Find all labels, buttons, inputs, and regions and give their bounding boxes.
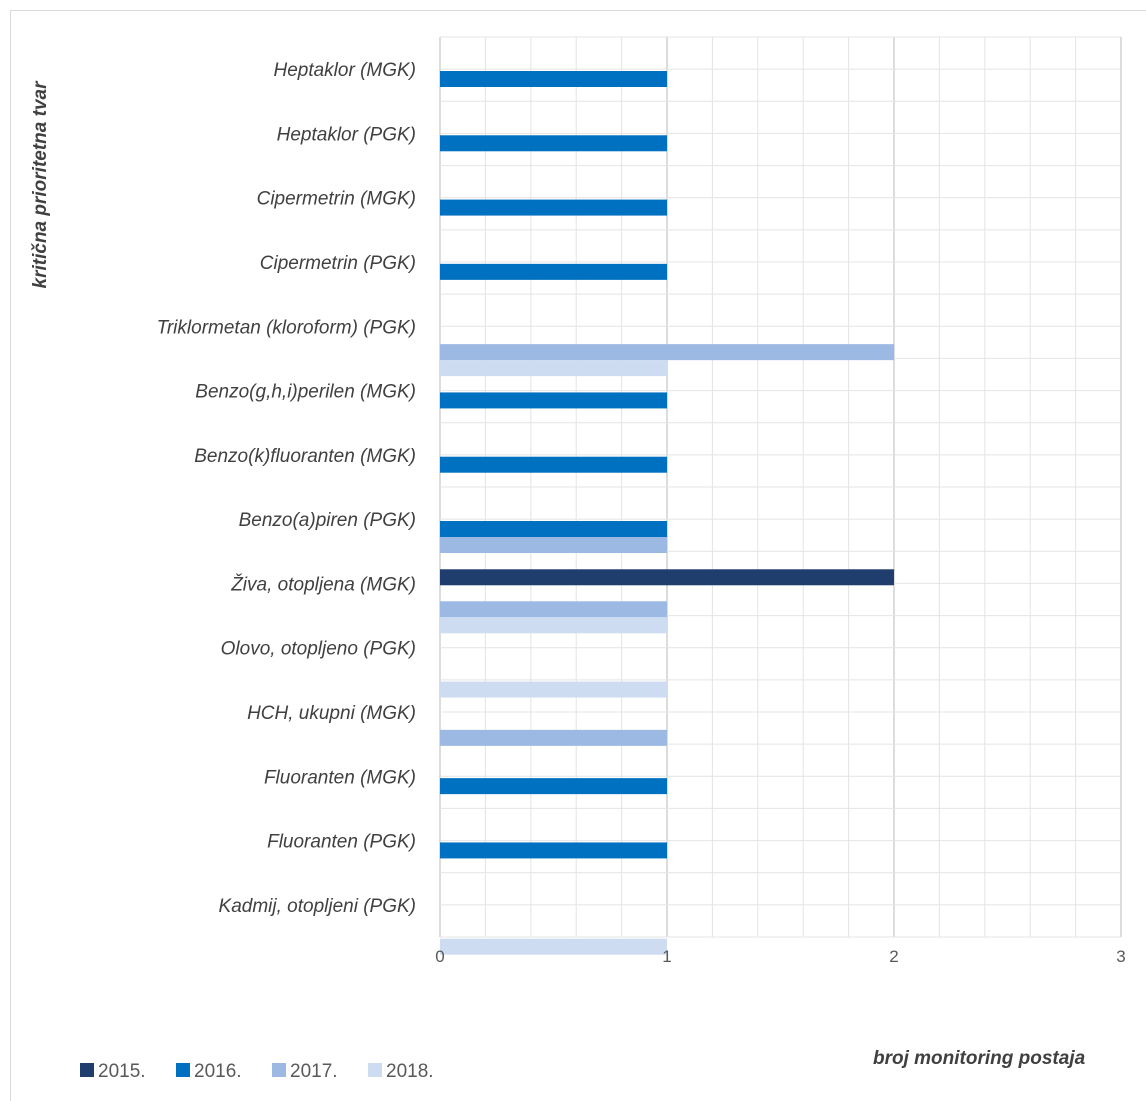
- legend-swatch: [80, 1063, 94, 1077]
- bar-2017-10: [440, 729, 667, 746]
- bar-2016-1: [440, 135, 667, 152]
- legend-label: 2015.: [98, 1061, 146, 1082]
- legend-swatch: [368, 1063, 382, 1077]
- category-labels: Heptaklor (MGK) Heptaklor (PGK) Cipermetri…: [157, 60, 416, 917]
- category-label: Fluoranten (PGK): [267, 832, 416, 853]
- bar-2016-2: [440, 199, 667, 216]
- x-axis-title: broj monitoring postaja: [873, 1048, 1086, 1069]
- category-label: Fluoranten (MGK): [264, 767, 416, 788]
- category-label: Cipermetrin (MGK): [257, 189, 416, 210]
- chart-area: [10, 10, 1146, 1101]
- legend: 2015. 2016. 2017. 2018.: [80, 1061, 434, 1082]
- category-label: Živa, otopljena (MGK): [230, 573, 416, 595]
- bar-2016-0: [440, 71, 667, 87]
- bar-2018-4: [440, 360, 667, 377]
- bar-2017-4: [440, 344, 894, 361]
- bar-2016-11: [440, 778, 667, 795]
- category-label: HCH, ukupni (MGK): [247, 703, 416, 724]
- bar-2016-7: [440, 521, 667, 537]
- bar-2015-8: [440, 569, 894, 586]
- bar-2017-7: [440, 537, 667, 553]
- bar-2016-6: [440, 456, 667, 473]
- legend-label: 2016.: [194, 1061, 242, 1082]
- x-tick-label: 3: [1116, 947, 1125, 966]
- x-tick-label: 0: [435, 947, 444, 966]
- legend-label: 2018.: [386, 1061, 434, 1082]
- category-label: Triklormetan (kloroform) (PGK): [157, 317, 416, 338]
- category-label: Benzo(g,h,i)perilen (MGK): [195, 382, 416, 403]
- category-label: Heptaklor (PGK): [277, 124, 416, 145]
- bars: [440, 71, 894, 955]
- bar-2016-3: [440, 263, 667, 280]
- x-tick-labels: 0 1 2 3: [435, 947, 1125, 966]
- bar-2018-9: [440, 681, 667, 698]
- gridlines: [439, 36, 1122, 938]
- x-tick-label: 2: [889, 947, 898, 966]
- category-label: Heptaklor (MGK): [273, 60, 416, 81]
- bar-2018-8: [440, 617, 667, 634]
- legend-swatch: [176, 1063, 190, 1077]
- bar-2018-13: [440, 938, 667, 955]
- legend-swatch: [272, 1063, 286, 1077]
- bar-2016-12: [440, 842, 667, 859]
- category-label: Benzo(k)fluoranten (MGK): [194, 446, 416, 467]
- category-label: Cipermetrin (PGK): [260, 253, 416, 274]
- x-tick-label: 1: [662, 947, 671, 966]
- bar-2016-5: [440, 392, 667, 409]
- category-label: Kadmij, otopljeni (PGK): [219, 896, 416, 917]
- bar-2017-8: [440, 601, 667, 618]
- category-label: Benzo(a)piren (PGK): [239, 510, 416, 531]
- legend-label: 2017.: [290, 1061, 338, 1082]
- y-axis-title: kritična prioritetna tvar: [30, 80, 51, 289]
- category-label: Olovo, otopljeno (PGK): [221, 639, 416, 660]
